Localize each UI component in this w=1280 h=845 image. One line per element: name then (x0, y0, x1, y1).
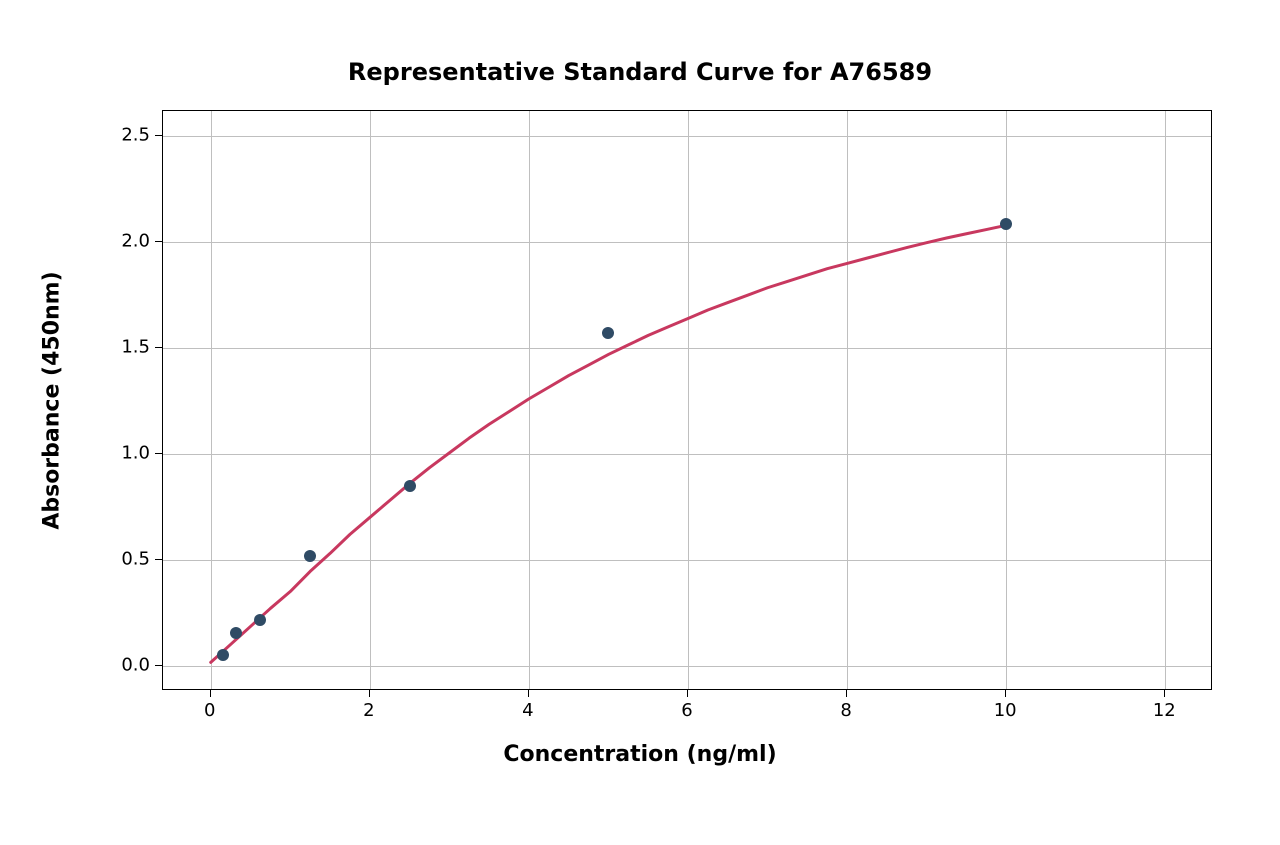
x-tick-label: 10 (994, 700, 1017, 721)
y-tick-label: 2.5 (114, 125, 150, 146)
y-tick (155, 347, 162, 348)
y-tick (155, 135, 162, 136)
y-tick (155, 559, 162, 560)
figure: Representative Standard Curve for A76589… (0, 0, 1280, 845)
data-point (254, 614, 266, 626)
x-tick-label: 12 (1153, 700, 1176, 721)
plot-area (162, 110, 1212, 690)
y-tick (155, 453, 162, 454)
y-tick (155, 241, 162, 242)
chart-title: Representative Standard Curve for A76589 (0, 58, 1280, 86)
data-point (404, 480, 416, 492)
x-tick-label: 2 (363, 700, 374, 721)
fit-curve (163, 111, 1213, 691)
x-tick (846, 690, 847, 697)
y-tick-label: 2.0 (114, 231, 150, 252)
y-tick-label: 0.5 (114, 548, 150, 569)
x-tick-label: 4 (522, 700, 533, 721)
x-tick (687, 690, 688, 697)
y-tick-label: 1.5 (114, 337, 150, 358)
x-tick-label: 0 (204, 700, 215, 721)
x-tick (210, 690, 211, 697)
y-tick-label: 1.0 (114, 442, 150, 463)
data-point (602, 327, 614, 339)
data-point (1000, 218, 1012, 230)
data-point (217, 649, 229, 661)
x-tick (1005, 690, 1006, 697)
x-tick (528, 690, 529, 697)
x-tick-label: 8 (840, 700, 851, 721)
x-tick (369, 690, 370, 697)
y-tick-label: 0.0 (114, 654, 150, 675)
x-tick (1164, 690, 1165, 697)
data-point (304, 550, 316, 562)
x-tick-label: 6 (681, 700, 692, 721)
y-tick (155, 665, 162, 666)
y-axis-label: Absorbance (450nm) (40, 251, 65, 551)
data-point (230, 627, 242, 639)
x-axis-label: Concentration (ng/ml) (0, 742, 1280, 767)
